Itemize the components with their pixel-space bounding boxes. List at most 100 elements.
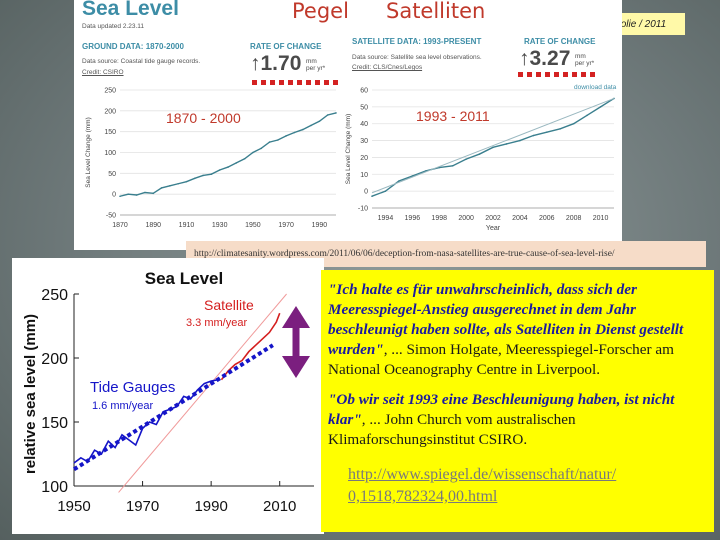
data-point <box>326 114 329 116</box>
x-tick-label: 1930 <box>212 222 228 229</box>
y-axis-label: Sea Level Change (mm) <box>85 117 92 187</box>
y-tick-label: 200 <box>41 351 68 368</box>
data-point <box>177 182 179 185</box>
x-tick-label: 2002 <box>485 215 501 222</box>
red-dot <box>545 72 550 77</box>
data-point <box>135 194 138 196</box>
data-point <box>235 162 238 164</box>
data-point <box>451 165 454 167</box>
y-tick-label: 10 <box>360 172 368 179</box>
y-tick-label: -10 <box>358 206 368 213</box>
x-tick-label: 1970 <box>126 498 159 515</box>
y-tick-label: 40 <box>360 121 368 128</box>
spiegel-url-line-2[interactable]: 0,1518,782324,00.html <box>348 488 498 505</box>
data-point <box>559 127 562 130</box>
red-dots-satellite <box>518 72 595 77</box>
x-tick-label: 1890 <box>145 222 161 229</box>
y-axis-label: relative sea level (mm) <box>22 314 39 474</box>
data-point <box>227 166 229 168</box>
satellite-label: Satellite <box>204 297 254 313</box>
ground-data-header: GROUND DATA: 1870-2000 <box>82 42 184 51</box>
x-axis-label: Year <box>486 225 501 232</box>
x-tick-label: 1990 <box>312 222 328 229</box>
data-point <box>268 141 271 143</box>
red-dot <box>581 72 586 77</box>
y-tick-label: 60 <box>360 88 368 95</box>
x-tick-label: 1994 <box>378 215 394 222</box>
quote-1-attribution: , ... Simon Holgate, Meeresspiegel-Forsc… <box>328 341 674 378</box>
up-arrow-icon-2: ↑ <box>519 47 530 70</box>
x-tick-label: 2004 <box>512 215 528 222</box>
data-point <box>243 157 246 160</box>
ground-credit-link[interactable]: Credit: CSIRO <box>82 69 124 76</box>
data-point <box>202 174 204 177</box>
data-point <box>318 120 321 123</box>
y-tick-label: 0 <box>364 189 368 196</box>
download-data-link[interactable]: download data <box>574 84 617 91</box>
data-point <box>586 114 588 117</box>
data-point <box>301 128 304 131</box>
data-point <box>144 191 146 194</box>
red-dot <box>333 80 338 85</box>
data-point <box>185 180 188 183</box>
range-pegel: 1870 - 2000 <box>166 110 241 126</box>
data-point <box>127 193 130 195</box>
x-tick-label: 1996 <box>405 215 421 222</box>
data-point <box>252 151 254 154</box>
satellite-rate-trend-line <box>118 293 287 493</box>
ground-rate-box: ↑1.70 <box>250 52 301 76</box>
data-point <box>218 169 221 171</box>
y-tick-label: 150 <box>41 415 68 432</box>
data-point <box>260 147 263 150</box>
red-dot <box>572 72 577 77</box>
y-axis-label: Sea Level Change (mm) <box>345 114 352 184</box>
data-point <box>384 190 387 192</box>
data-point <box>505 143 508 145</box>
top-title: Sea Level <box>82 0 179 20</box>
quote-1-text: "Ich halte es für unwahrscheinlich, dass… <box>328 281 684 358</box>
x-tick-label: 1950 <box>57 498 90 515</box>
red-dot <box>590 72 595 77</box>
x-tick-label: 1870 <box>112 222 128 229</box>
red-dot <box>554 72 559 77</box>
data-point <box>293 131 296 134</box>
y-tick-label: 30 <box>360 138 368 145</box>
red-dot <box>527 72 532 77</box>
satellite-rate-unit: mm per yr* <box>575 53 595 67</box>
x-tick-label: 1950 <box>245 222 261 229</box>
data-point <box>277 139 279 141</box>
sea-level-chart: Sea Level 250 200 150 100 1950 1970 1990 2010 rel… <box>22 269 314 515</box>
data-point <box>152 192 155 195</box>
satellite-rate-value: 3.27 <box>529 47 571 70</box>
red-dot <box>261 80 266 85</box>
ground-rate-header: RATE OF CHANGE <box>250 42 322 51</box>
y-tick-label: 100 <box>41 479 68 496</box>
satellite-credit-link[interactable]: Credit: CLS/Cnes/Legos <box>352 64 423 71</box>
x-tick-label: 2006 <box>539 215 555 222</box>
satellite-rate-header: RATE OF CHANGE <box>524 37 596 46</box>
spiegel-url-line-1[interactable]: http://www.spiegel.de/wissenschaft/natur… <box>348 466 617 483</box>
x-tick-label: 2010 <box>263 498 296 515</box>
red-dot <box>324 80 329 85</box>
x-tick-label: 2008 <box>566 215 582 222</box>
top-figure-panel: Sea Level Data updated 2.23.11 GROUND DA… <box>74 0 622 250</box>
data-point <box>492 146 494 149</box>
up-arrow-icon: ↑ <box>250 52 261 75</box>
satellite-source-text: Data source: Satellite sea level observa… <box>352 54 482 61</box>
quote-2-text: "Ob wir seit 1993 eine Beschleunigung ha… <box>328 391 675 428</box>
x-tick-label: 2000 <box>458 215 474 222</box>
data-point <box>169 185 171 187</box>
data-point <box>519 139 521 142</box>
data-point <box>210 173 213 175</box>
range-satellite: 1993 - 2011 <box>416 108 490 124</box>
satellite-line <box>220 312 281 381</box>
red-dot <box>315 80 320 85</box>
data-point <box>285 135 287 137</box>
data-point <box>532 134 535 137</box>
red-dots-ground <box>252 80 338 85</box>
ground-chart: 250 200 150 100 50 0 -50 1870 1890 1910 1930 1950 19… <box>85 88 337 229</box>
chart-title: Sea Level <box>145 269 223 288</box>
red-dot <box>297 80 302 85</box>
